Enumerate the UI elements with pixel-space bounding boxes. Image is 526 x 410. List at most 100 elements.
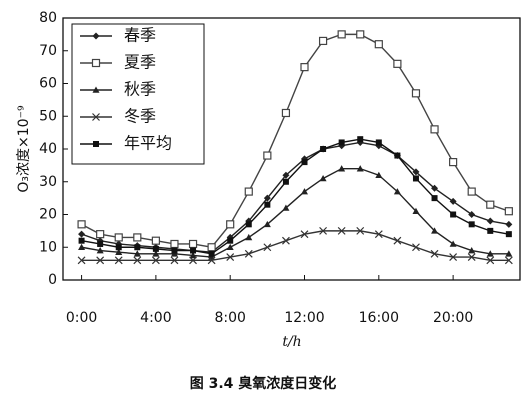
- marker: [133, 250, 141, 257]
- marker: [337, 30, 346, 39]
- marker: [449, 253, 458, 261]
- marker: [338, 139, 345, 146]
- marker: [171, 247, 178, 254]
- y-tick-label: 50: [39, 108, 57, 124]
- marker: [245, 221, 252, 228]
- marker: [356, 226, 365, 235]
- marker: [393, 188, 401, 195]
- marker: [357, 136, 364, 143]
- marker: [449, 197, 457, 205]
- y-tick-label: 80: [39, 10, 57, 26]
- marker: [449, 240, 457, 247]
- marker: [393, 59, 402, 68]
- marker: [282, 171, 290, 179]
- marker: [115, 248, 123, 255]
- marker: [207, 256, 216, 265]
- x-tick-label: 16:00: [359, 310, 399, 326]
- y-tick-label: 30: [39, 174, 57, 190]
- marker: [189, 256, 197, 265]
- marker: [356, 165, 364, 172]
- marker: [467, 253, 476, 261]
- legend-label: 夏季: [124, 53, 156, 72]
- x-tick-label: 0:00: [66, 310, 97, 326]
- marker: [96, 256, 105, 265]
- marker: [263, 220, 271, 228]
- marker: [430, 125, 439, 134]
- legend-marker: [92, 113, 100, 121]
- y-tick-label: 40: [39, 141, 57, 157]
- marker: [301, 159, 308, 166]
- marker: [487, 227, 494, 234]
- marker: [300, 63, 309, 72]
- marker: [431, 227, 439, 234]
- marker: [115, 244, 122, 251]
- marker: [431, 184, 439, 192]
- marker: [486, 217, 494, 225]
- marker: [338, 165, 346, 172]
- marker: [97, 240, 104, 247]
- marker: [374, 230, 383, 239]
- marker: [450, 211, 457, 218]
- marker: [244, 187, 253, 196]
- marker: [244, 249, 253, 258]
- marker: [227, 237, 234, 244]
- marker: [77, 220, 86, 229]
- x-tick-label: 12:00: [284, 310, 324, 326]
- marker: [133, 233, 142, 242]
- marker: [188, 239, 198, 249]
- marker: [170, 256, 179, 265]
- marker: [245, 233, 253, 241]
- marker: [208, 250, 215, 257]
- legend-marker: [92, 86, 100, 93]
- marker: [337, 226, 346, 235]
- marker: [430, 249, 439, 258]
- marker: [263, 243, 272, 252]
- marker: [282, 204, 290, 211]
- marker: [356, 30, 365, 39]
- legend-marker: [91, 58, 101, 68]
- marker: [77, 256, 86, 265]
- legend-marker: [92, 32, 100, 40]
- marker: [151, 256, 160, 265]
- marker: [96, 247, 104, 254]
- marker: [468, 247, 476, 254]
- legend-label: 年平均: [124, 134, 172, 153]
- marker: [394, 152, 401, 159]
- marker: [412, 243, 420, 252]
- marker: [190, 247, 197, 254]
- marker: [375, 139, 382, 146]
- y-tick-label: 20: [39, 207, 57, 223]
- marker: [78, 230, 86, 238]
- marker: [319, 226, 328, 235]
- y-tick-label: 60: [39, 76, 57, 92]
- marker: [486, 256, 495, 265]
- marker: [320, 146, 327, 152]
- marker: [468, 211, 476, 218]
- x-axis-label: t/h: [282, 334, 301, 350]
- marker: [467, 187, 476, 196]
- legend-label: 春季: [124, 26, 156, 45]
- y-tick-label: 0: [48, 272, 57, 288]
- marker: [504, 256, 513, 265]
- marker: [226, 243, 234, 251]
- marker: [264, 201, 271, 208]
- marker: [486, 200, 495, 209]
- marker: [78, 243, 86, 251]
- series-line: [81, 138, 509, 255]
- marker: [504, 207, 513, 216]
- marker: [189, 251, 197, 259]
- marker: [393, 236, 402, 245]
- marker: [319, 174, 327, 182]
- marker: [505, 220, 513, 228]
- caption: 图 3.4 臭氧浓度日变化: [190, 375, 337, 392]
- marker: [114, 256, 123, 265]
- x-tick-label: 20:00: [433, 310, 473, 326]
- marker: [207, 243, 216, 252]
- marker: [114, 233, 123, 242]
- marker: [226, 220, 235, 229]
- marker: [411, 89, 421, 98]
- marker: [226, 253, 235, 261]
- marker: [412, 168, 420, 176]
- legend-label: 冬季: [124, 107, 156, 126]
- marker: [152, 250, 160, 257]
